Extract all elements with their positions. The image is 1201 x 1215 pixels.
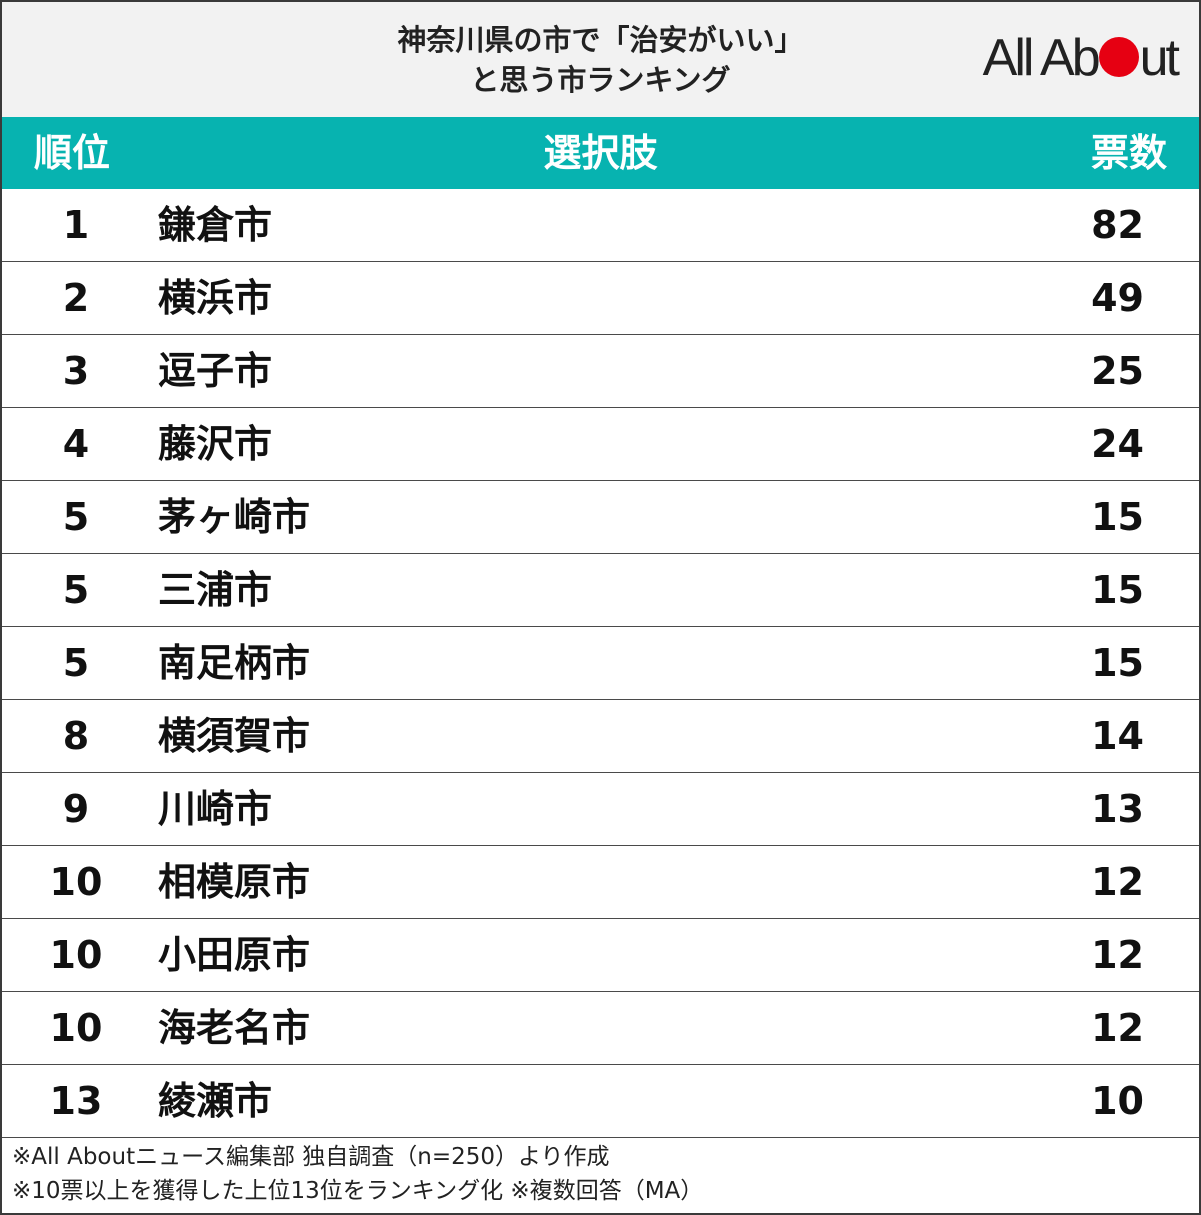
table-body: 1 鎌倉市 82 2 横浜市 49 3 逗子市 25 4 藤沢市 24 5 茅ヶ崎市 15 5 三浦市 15 5 南足…: [2, 189, 1199, 1138]
rank-cell: 1: [62, 203, 90, 247]
chart-title: 神奈川県の市で「治安がいい」 と思う市ランキング: [2, 20, 1199, 100]
footnotes: ※All Aboutニュース編集部 独自調査（n=250）より作成 ※10票以上…: [12, 1140, 703, 1208]
city-name-cell: 鎌倉市: [158, 203, 273, 247]
votes-cell: 12: [1091, 860, 1144, 904]
table-header: 選択肢 順位 票数: [2, 117, 1199, 189]
rank-cell: 3: [62, 349, 90, 393]
table-row: 5 茅ヶ崎市 15: [2, 481, 1199, 554]
votes-cell: 10: [1091, 1079, 1144, 1123]
rank-cell: 9: [62, 787, 90, 831]
votes-cell: 25: [1091, 349, 1144, 393]
table-row: 5 三浦市 15: [2, 554, 1199, 627]
table-row: 3 逗子市 25: [2, 335, 1199, 408]
rank-cell: 5: [62, 495, 90, 539]
city-name-cell: 茅ヶ崎市: [158, 495, 311, 539]
table-row: 5 南足柄市 15: [2, 627, 1199, 700]
votes-cell: 49: [1091, 276, 1144, 320]
city-name-cell: 横浜市: [158, 276, 273, 320]
votes-cell: 24: [1091, 422, 1144, 466]
city-name-cell: 綾瀬市: [158, 1079, 273, 1123]
logo-red-dot-icon: [1098, 37, 1139, 77]
title-line-2: と思う市ランキング: [470, 63, 731, 97]
logo-text-right: ut: [1139, 29, 1180, 87]
votes-cell: 15: [1091, 495, 1144, 539]
footnote-method: ※10票以上を獲得した上位13位をランキング化 ※複数回答（MA）: [12, 1178, 704, 1204]
rank-cell: 10: [49, 860, 103, 904]
city-name-cell: 相模原市: [158, 860, 311, 904]
city-name-cell: 海老名市: [158, 1006, 311, 1050]
city-name-cell: 横須賀市: [158, 714, 311, 758]
allabout-logo: All Ab ut: [982, 29, 1180, 87]
title-area: 神奈川県の市で「治安がいい」 と思う市ランキング All Ab ut: [2, 2, 1199, 117]
table-row: 10 小田原市 12: [2, 919, 1199, 992]
logo-text-left: All Ab: [982, 29, 1101, 87]
rank-cell: 8: [62, 714, 90, 758]
votes-cell: 82: [1091, 203, 1144, 247]
rank-cell: 5: [62, 568, 90, 612]
city-name-cell: 三浦市: [158, 568, 273, 612]
rank-cell: 10: [49, 1006, 103, 1050]
title-line-1: 神奈川県の市で「治安がいい」: [397, 23, 804, 57]
city-name-cell: 藤沢市: [158, 422, 273, 466]
votes-cell: 13: [1091, 787, 1144, 831]
table-row: 1 鎌倉市 82: [2, 189, 1199, 262]
table-row: 13 綾瀬市 10: [2, 1065, 1199, 1138]
rank-cell: 13: [49, 1079, 103, 1123]
city-name-cell: 逗子市: [158, 349, 273, 393]
rank-cell: 4: [62, 422, 90, 466]
votes-cell: 15: [1091, 641, 1144, 685]
table-row: 10 海老名市 12: [2, 992, 1199, 1065]
column-header-rank: 順位: [34, 131, 111, 175]
footnote-source: ※All Aboutニュース編集部 独自調査（n=250）より作成: [12, 1144, 610, 1170]
table-row: 8 横須賀市 14: [2, 700, 1199, 773]
city-name-cell: 川崎市: [158, 787, 273, 831]
votes-cell: 12: [1091, 933, 1144, 977]
rank-cell: 2: [62, 276, 90, 320]
rank-cell: 5: [62, 641, 90, 685]
rank-cell: 10: [49, 933, 103, 977]
votes-cell: 14: [1091, 714, 1144, 758]
column-header-votes: 票数: [1090, 131, 1167, 175]
table-row: 10 相模原市 12: [2, 846, 1199, 919]
city-name-cell: 小田原市: [158, 933, 311, 977]
city-name-cell: 南足柄市: [158, 641, 311, 685]
table-row: 2 横浜市 49: [2, 262, 1199, 335]
table-row: 9 川崎市 13: [2, 773, 1199, 846]
votes-cell: 15: [1091, 568, 1144, 612]
votes-cell: 12: [1091, 1006, 1144, 1050]
column-header-choice: 選択肢: [543, 131, 658, 175]
table-row: 4 藤沢市 24: [2, 408, 1199, 481]
